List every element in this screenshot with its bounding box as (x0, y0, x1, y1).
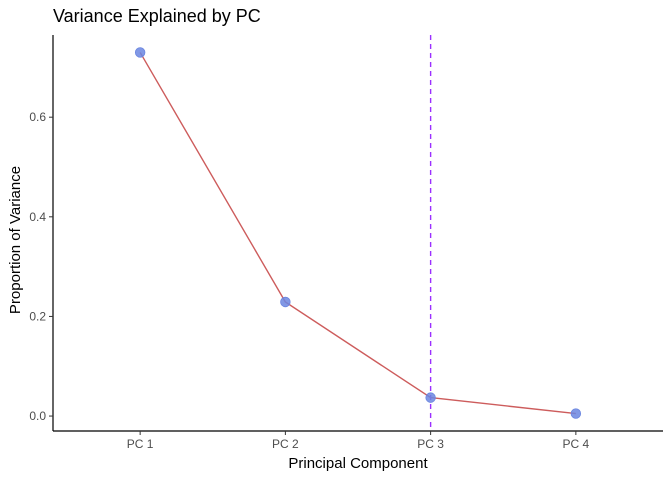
y-axis-title: Proportion of Variance (7, 166, 24, 314)
data-point (425, 392, 436, 403)
y-tick-label: 0.2 (29, 309, 46, 323)
plot-area: 0.0 0.2 0.4 0.6 PC 1 PC 2 PC 3 PC 4 (29, 35, 663, 451)
x-tick-label: PC 1 (127, 437, 154, 451)
y-tick-label: 0.0 (29, 409, 46, 423)
x-tick-label: PC 4 (563, 437, 590, 451)
data-point (134, 47, 146, 58)
x-tick-label: PC 3 (417, 437, 444, 451)
chart-title: Variance Explained by PC (53, 6, 261, 26)
data-point (570, 408, 582, 419)
x-tick-label: PC 2 (272, 437, 299, 451)
y-tick-label: 0.6 (29, 110, 46, 124)
x-axis-title: Principal Component (288, 455, 428, 472)
y-tick-label: 0.4 (29, 210, 46, 224)
series-line (139, 52, 576, 415)
data-point (280, 296, 291, 308)
